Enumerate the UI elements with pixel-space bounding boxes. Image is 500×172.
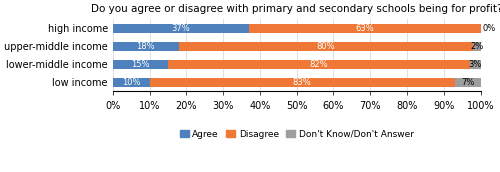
Bar	[470, 60, 480, 69]
Bar	[455, 78, 480, 87]
Text: 83%: 83%	[293, 78, 312, 87]
Bar	[113, 42, 179, 51]
Bar	[113, 24, 249, 33]
Bar	[168, 60, 470, 69]
Bar	[113, 60, 168, 69]
Text: 18%: 18%	[136, 42, 155, 51]
Bar	[179, 42, 474, 51]
Title: Do you agree or disagree with primary and secondary schools being for profit?: Do you agree or disagree with primary an…	[91, 4, 500, 14]
Legend: Agree, Disagree, Don't Know/Don't Answer: Agree, Disagree, Don't Know/Don't Answer	[176, 126, 418, 143]
Text: 2%: 2%	[470, 42, 484, 51]
Bar	[150, 78, 455, 87]
Bar	[474, 42, 480, 51]
Text: 7%: 7%	[461, 78, 474, 87]
Text: 63%: 63%	[356, 24, 374, 33]
Text: 37%: 37%	[172, 24, 190, 33]
Text: 0%: 0%	[482, 24, 496, 33]
Text: 3%: 3%	[468, 60, 482, 69]
Text: 82%: 82%	[310, 60, 328, 69]
Text: 10%: 10%	[122, 78, 141, 87]
Text: 15%: 15%	[131, 60, 150, 69]
Bar	[249, 24, 480, 33]
Bar	[113, 78, 150, 87]
Text: 80%: 80%	[317, 42, 336, 51]
